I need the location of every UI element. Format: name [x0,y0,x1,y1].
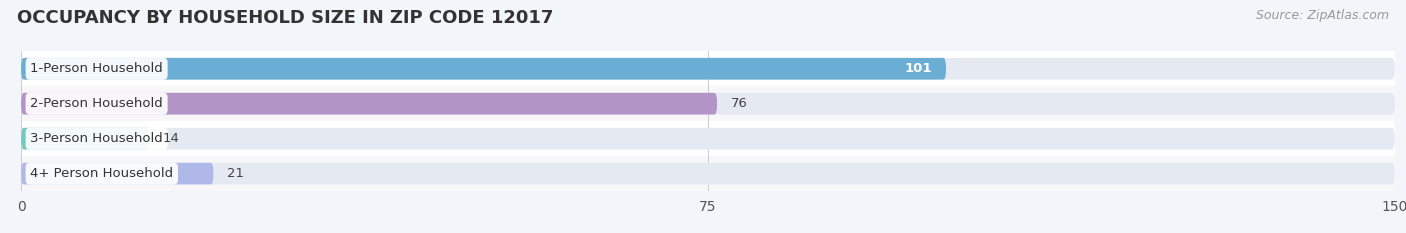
FancyBboxPatch shape [21,58,1395,80]
FancyBboxPatch shape [21,58,946,80]
Text: 3-Person Household: 3-Person Household [31,132,163,145]
FancyBboxPatch shape [21,163,1395,185]
Text: 2-Person Household: 2-Person Household [31,97,163,110]
Text: 1-Person Household: 1-Person Household [31,62,163,75]
Text: 76: 76 [731,97,748,110]
FancyBboxPatch shape [21,128,149,150]
Text: 101: 101 [905,62,932,75]
Text: 4+ Person Household: 4+ Person Household [31,167,173,180]
FancyBboxPatch shape [21,93,717,115]
Text: Source: ZipAtlas.com: Source: ZipAtlas.com [1256,9,1389,22]
Text: 21: 21 [228,167,245,180]
FancyBboxPatch shape [21,121,1395,156]
Text: OCCUPANCY BY HOUSEHOLD SIZE IN ZIP CODE 12017: OCCUPANCY BY HOUSEHOLD SIZE IN ZIP CODE … [17,9,553,27]
FancyBboxPatch shape [21,86,1395,121]
FancyBboxPatch shape [21,93,1395,115]
FancyBboxPatch shape [21,156,1395,191]
FancyBboxPatch shape [21,51,1395,86]
FancyBboxPatch shape [21,163,214,185]
Text: 14: 14 [163,132,180,145]
FancyBboxPatch shape [21,128,1395,150]
